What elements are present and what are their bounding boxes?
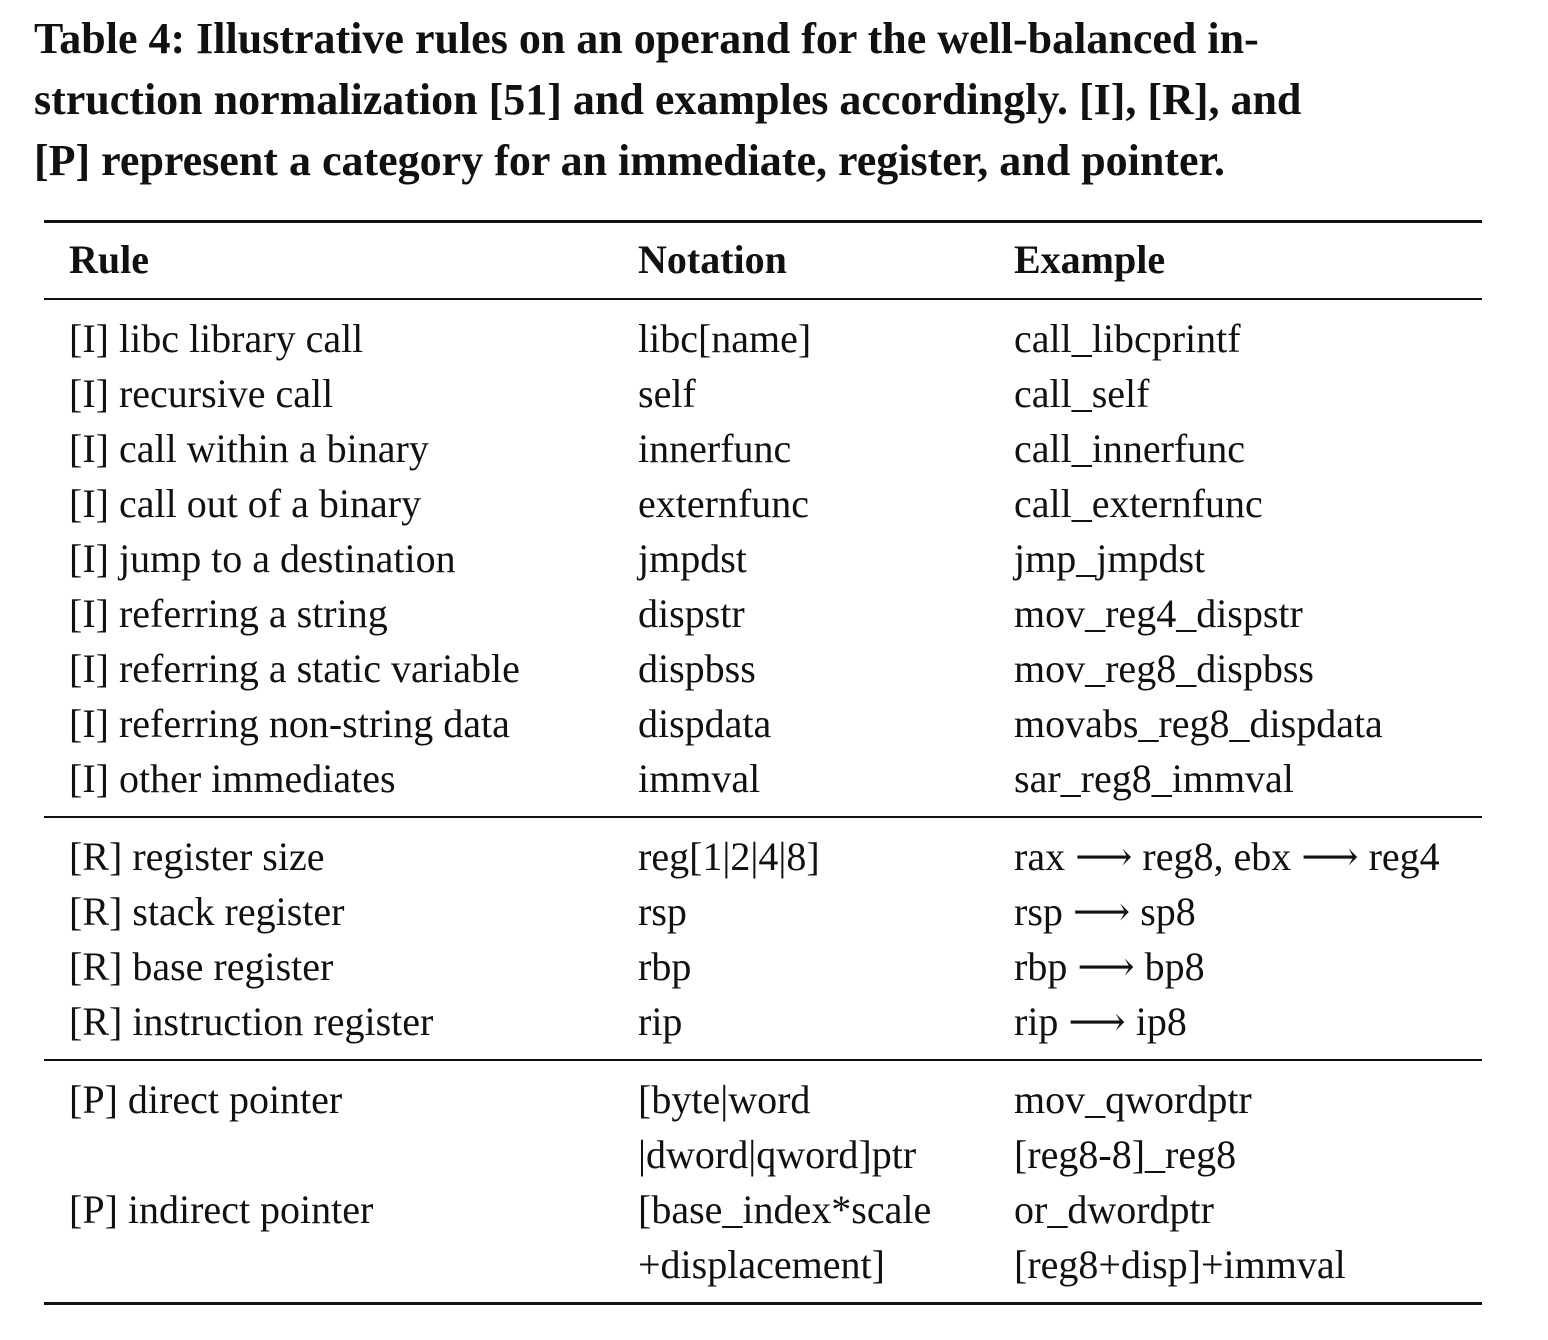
caption-line: [P] represent a category for an immediat… (34, 136, 1226, 185)
row-example: rbp ⟶ bp8 (1014, 944, 1205, 989)
row-notation: jmpdst (638, 536, 747, 581)
row-example: call_libcprintf (1014, 316, 1241, 361)
row-notation: dispstr (638, 591, 745, 636)
row-rule: [R] base register (69, 944, 334, 989)
row-example: call_self (1014, 371, 1150, 416)
row-example: sar_reg8_immval (1014, 756, 1294, 801)
row-example: rip ⟶ ip8 (1014, 999, 1187, 1044)
row-example: rax ⟶ reg8, ebx ⟶ reg4 (1014, 834, 1440, 879)
caption-line: Table 4: Illustrative rules on an operan… (34, 14, 1259, 63)
row-notation-continued: |dword|qword]ptr (638, 1132, 917, 1177)
row-rule: [I] referring a static variable (69, 646, 520, 691)
row-example: call_externfunc (1014, 481, 1263, 526)
row-example: jmp_jmpdst (1014, 536, 1206, 581)
row-notation: rsp (638, 889, 687, 934)
header-rule-line (44, 298, 1482, 300)
row-example: movabs_reg8_dispdata (1014, 701, 1383, 746)
row-example: or_dwordptr (1014, 1187, 1214, 1232)
row-rule: [I] other immediates (69, 756, 396, 801)
row-rule: [I] referring non-string data (69, 701, 510, 746)
section-rule (44, 1059, 1482, 1061)
row-example: mov_reg4_dispstr (1014, 591, 1303, 636)
row-example: mov_qwordptr (1014, 1077, 1252, 1122)
header-notation: Notation (638, 237, 787, 282)
row-notation: reg[1|2|4|8] (638, 834, 820, 879)
header-example: Example (1014, 237, 1166, 282)
row-example: rsp ⟶ sp8 (1014, 889, 1196, 934)
row-rule: [I] recursive call (69, 371, 334, 416)
row-example-continued: [reg8+disp]+immval (1014, 1242, 1346, 1287)
row-notation: innerfunc (638, 426, 792, 471)
table-bottom-rule (44, 1302, 1482, 1305)
row-notation: [base_index*scale (638, 1187, 932, 1232)
row-example: call_innerfunc (1014, 426, 1245, 471)
row-notation: rip (638, 999, 683, 1044)
row-notation: externfunc (638, 481, 810, 526)
row-rule: [R] register size (69, 834, 325, 879)
table-top-rule (44, 220, 1482, 223)
row-rule: [I] referring a string (69, 591, 388, 636)
section-rule (44, 816, 1482, 818)
row-rule: [R] instruction register (69, 999, 434, 1044)
row-notation: rbp (638, 944, 692, 989)
row-notation-continued: +displacement] (638, 1242, 885, 1287)
table-caption: Table 4: Illustrative rules on an operan… (34, 8, 1514, 191)
row-example: mov_reg8_dispbss (1014, 646, 1314, 691)
row-notation: [byte|word (638, 1077, 811, 1122)
row-rule: [P] indirect pointer (69, 1187, 374, 1232)
row-rule: [I] jump to a destination (69, 536, 456, 581)
row-rule: [I] call within a binary (69, 426, 429, 471)
caption-line: struction normalization [51] and example… (34, 75, 1302, 124)
row-notation: self (638, 371, 696, 416)
row-notation: dispbss (638, 646, 756, 691)
row-notation: libc[name] (638, 316, 812, 361)
row-example-continued: [reg8-8]_reg8 (1014, 1132, 1237, 1177)
row-rule: [I] libc library call (69, 316, 364, 361)
row-rule: [I] call out of a binary (69, 481, 422, 526)
row-notation: dispdata (638, 701, 772, 746)
row-notation: immval (638, 756, 761, 801)
row-rule: [R] stack register (69, 889, 345, 934)
header-rule: Rule (69, 237, 149, 282)
row-rule: [P] direct pointer (69, 1077, 343, 1122)
